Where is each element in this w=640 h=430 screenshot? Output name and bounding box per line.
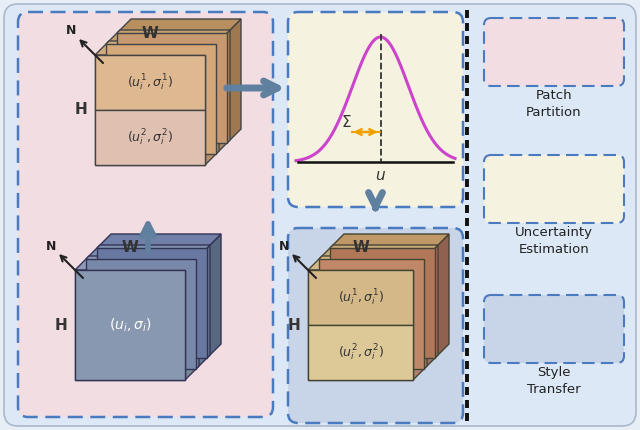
FancyBboxPatch shape <box>330 248 435 358</box>
FancyBboxPatch shape <box>97 248 207 358</box>
Text: W: W <box>352 240 369 255</box>
Polygon shape <box>435 234 449 358</box>
FancyBboxPatch shape <box>117 33 227 143</box>
Polygon shape <box>117 19 241 33</box>
Polygon shape <box>205 41 219 165</box>
Polygon shape <box>308 256 427 270</box>
Text: $(u_i, \sigma_i)$: $(u_i, \sigma_i)$ <box>109 316 151 334</box>
Text: W: W <box>141 25 159 40</box>
Polygon shape <box>227 19 241 143</box>
Text: $u$: $u$ <box>375 169 386 184</box>
FancyBboxPatch shape <box>95 55 205 165</box>
Polygon shape <box>75 256 199 270</box>
Text: N: N <box>46 240 56 252</box>
Polygon shape <box>413 256 427 380</box>
Polygon shape <box>319 245 438 259</box>
Text: H: H <box>75 102 88 117</box>
Polygon shape <box>185 256 199 380</box>
Polygon shape <box>207 234 221 358</box>
FancyBboxPatch shape <box>75 270 185 380</box>
Text: N: N <box>66 25 76 37</box>
FancyBboxPatch shape <box>319 259 424 369</box>
FancyBboxPatch shape <box>484 295 624 363</box>
Text: H: H <box>54 317 67 332</box>
FancyBboxPatch shape <box>288 12 463 207</box>
Text: H: H <box>287 317 300 332</box>
Polygon shape <box>86 245 210 259</box>
FancyBboxPatch shape <box>484 18 624 86</box>
FancyBboxPatch shape <box>75 270 185 380</box>
FancyBboxPatch shape <box>106 44 216 154</box>
Text: $(u_i^2, \sigma_i^2)$: $(u_i^2, \sigma_i^2)$ <box>337 342 383 362</box>
Text: Uncertainty
Estimation: Uncertainty Estimation <box>515 226 593 256</box>
Text: $(u_i^2, \sigma_i^2)$: $(u_i^2, \sigma_i^2)$ <box>127 127 173 147</box>
Text: Patch
Partition: Patch Partition <box>526 89 582 119</box>
FancyBboxPatch shape <box>95 110 205 165</box>
Text: W: W <box>122 240 138 255</box>
FancyBboxPatch shape <box>308 270 413 325</box>
Text: $(u_i^1, \sigma_i^1)$: $(u_i^1, \sigma_i^1)$ <box>337 287 383 307</box>
FancyBboxPatch shape <box>484 155 624 223</box>
FancyBboxPatch shape <box>18 12 273 417</box>
Text: $\Sigma$: $\Sigma$ <box>341 114 352 130</box>
Polygon shape <box>196 245 210 369</box>
Polygon shape <box>97 234 221 248</box>
FancyBboxPatch shape <box>308 325 413 380</box>
Polygon shape <box>330 234 449 248</box>
Polygon shape <box>95 41 219 55</box>
FancyBboxPatch shape <box>4 4 636 426</box>
Polygon shape <box>106 30 230 44</box>
Text: $(u_i^1, \sigma_i^1)$: $(u_i^1, \sigma_i^1)$ <box>127 72 173 92</box>
FancyBboxPatch shape <box>308 270 413 380</box>
Text: Style
Transfer: Style Transfer <box>527 366 581 396</box>
Polygon shape <box>216 30 230 154</box>
Polygon shape <box>424 245 438 369</box>
Text: N: N <box>279 240 289 252</box>
FancyBboxPatch shape <box>86 259 196 369</box>
FancyBboxPatch shape <box>95 55 205 110</box>
FancyBboxPatch shape <box>288 228 463 423</box>
